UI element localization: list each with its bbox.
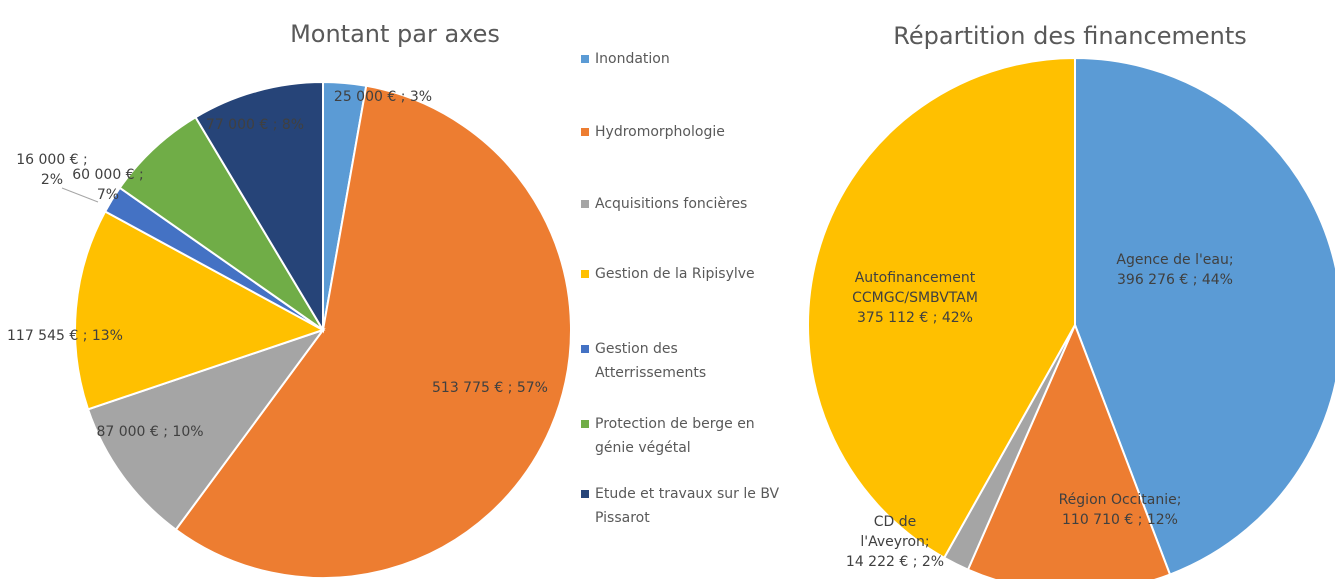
pie-slice bbox=[1074, 56, 1335, 576]
data-label: 513 775 € ; 57% bbox=[410, 378, 570, 398]
legend-label: Hydromorphologie bbox=[595, 124, 725, 140]
label-value: 117 545 € ; 13% bbox=[7, 328, 123, 344]
legend-item: Gestion de la Ripisylve bbox=[581, 262, 785, 286]
pie-slice bbox=[194, 80, 324, 334]
label-category: CD de l'Aveyron; bbox=[860, 514, 930, 550]
leader-line bbox=[61, 187, 99, 203]
pie-slice bbox=[966, 322, 1172, 579]
data-label: Autofinancement CCMGC/SMBVTAM 375 112 € ;… bbox=[820, 268, 1010, 328]
data-label: 60 000 € ; 7% bbox=[68, 165, 148, 205]
label-category: Agence de l'eau; bbox=[1116, 252, 1234, 268]
data-label: 117 545 € ; 13% bbox=[0, 326, 135, 346]
legend-label: Acquisitions foncières bbox=[595, 196, 748, 212]
legend-item: Inondation bbox=[581, 47, 785, 71]
legend-label: Etude et travaux sur le BV Pissarot bbox=[595, 486, 780, 526]
legend-swatch bbox=[581, 345, 589, 353]
label-category: Région Occitanie; bbox=[1058, 492, 1182, 508]
data-label: CD de l'Aveyron; 14 222 € ; 2% bbox=[840, 512, 950, 572]
pie-slice bbox=[74, 210, 326, 411]
legend-swatch bbox=[581, 128, 589, 136]
legend-swatch bbox=[581, 420, 589, 428]
data-label: Région Occitanie; 110 710 € ; 12% bbox=[1050, 490, 1190, 530]
chart-title: Répartition des financements bbox=[893, 22, 1247, 50]
label-value: 14 222 € ; 2% bbox=[845, 554, 945, 570]
data-label: Agence de l'eau; 396 276 € ; 44% bbox=[1100, 250, 1250, 290]
legend-label: Inondation bbox=[595, 51, 670, 67]
label-value: 513 775 € ; 57% bbox=[432, 380, 548, 396]
legend-item: Protection de berge en génie végétal bbox=[581, 412, 785, 460]
label-value: 77 000 € ; 8% bbox=[205, 117, 305, 133]
label-value: 16 000 € ; 2% bbox=[16, 152, 88, 188]
pie-slice bbox=[174, 84, 572, 579]
legend-swatch bbox=[581, 270, 589, 278]
label-value: 110 710 € ; 12% bbox=[1062, 512, 1178, 528]
pie-slice bbox=[86, 328, 326, 532]
legend-label: Gestion de la Ripisylve bbox=[595, 266, 755, 282]
legend-swatch bbox=[581, 55, 589, 63]
data-label: 87 000 € ; 10% bbox=[80, 422, 220, 442]
legend-item: Hydromorphologie bbox=[581, 120, 785, 144]
legend-swatch bbox=[581, 200, 589, 208]
label-value: 396 276 € ; 44% bbox=[1117, 272, 1233, 288]
data-label: 16 000 € ; 2% bbox=[12, 150, 92, 190]
pie-slice bbox=[807, 56, 1076, 560]
label-value: 25 000 € ; 3% bbox=[333, 89, 433, 105]
legend-item: Acquisitions foncières bbox=[581, 192, 785, 216]
label-value: 87 000 € ; 10% bbox=[96, 424, 204, 440]
legend-item: Gestion des Atterrissements bbox=[581, 337, 785, 385]
label-category: Autofinancement CCMGC/SMBVTAM bbox=[852, 270, 978, 306]
legend-item: Etude et travaux sur le BV Pissarot bbox=[581, 482, 785, 530]
data-label: 25 000 € ; 3% bbox=[313, 87, 453, 107]
chart-title: Montant par axes bbox=[290, 20, 500, 48]
label-value: 375 112 € ; 42% bbox=[857, 310, 973, 326]
data-label: 77 000 € ; 8% bbox=[185, 115, 325, 135]
legend-label: Protection de berge en génie végétal bbox=[595, 416, 755, 456]
label-value: 60 000 € ; 7% bbox=[72, 167, 144, 203]
legend-label: Gestion des Atterrissements bbox=[595, 341, 707, 381]
legend-swatch bbox=[581, 490, 589, 498]
